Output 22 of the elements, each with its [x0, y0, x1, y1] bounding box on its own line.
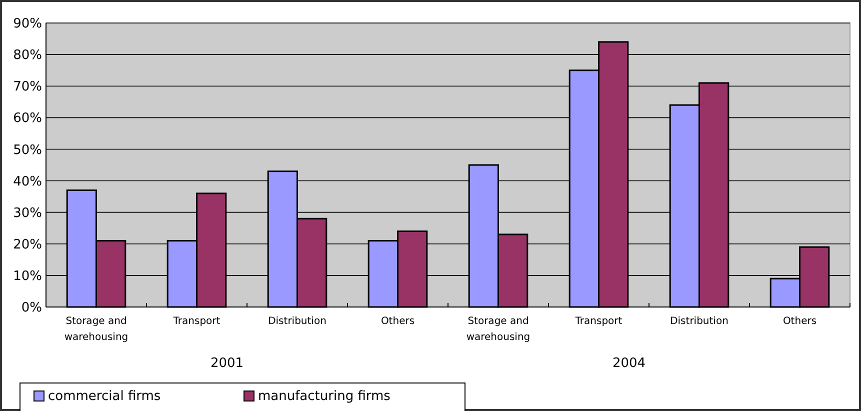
- x-tick-label: Others: [380, 316, 415, 327]
- y-tick-label: 10%: [13, 268, 42, 284]
- text: 2004: [612, 356, 646, 371]
- y-tick-label: 50%: [13, 142, 42, 158]
- legend-label: manufacturing firms: [258, 389, 391, 404]
- x-tick-label: Transport: [574, 316, 622, 327]
- x-tick-label: Storage and warehousing: [466, 316, 530, 343]
- y-tick-label: 80%: [13, 48, 42, 64]
- legend-label: commercial firms: [48, 389, 161, 404]
- text: 2001: [210, 356, 244, 371]
- x-tick-label: Storage and warehousing: [64, 316, 128, 343]
- y-tick-label: 40%: [13, 174, 42, 190]
- x-tick-label: Distribution: [268, 316, 326, 327]
- x-tick-label: Transport: [172, 316, 220, 327]
- x-tick-label: Others: [782, 316, 817, 327]
- y-tick-label: 30%: [13, 206, 42, 221]
- y-tick-label: 20%: [13, 237, 42, 252]
- y-tick-label: 90%: [13, 16, 42, 32]
- x-tick-label: Distribution: [670, 316, 728, 327]
- y-tick-label: 60%: [13, 111, 42, 126]
- y-tick-label: 0%: [21, 300, 42, 316]
- y-tick-label: 70%: [13, 80, 42, 95]
